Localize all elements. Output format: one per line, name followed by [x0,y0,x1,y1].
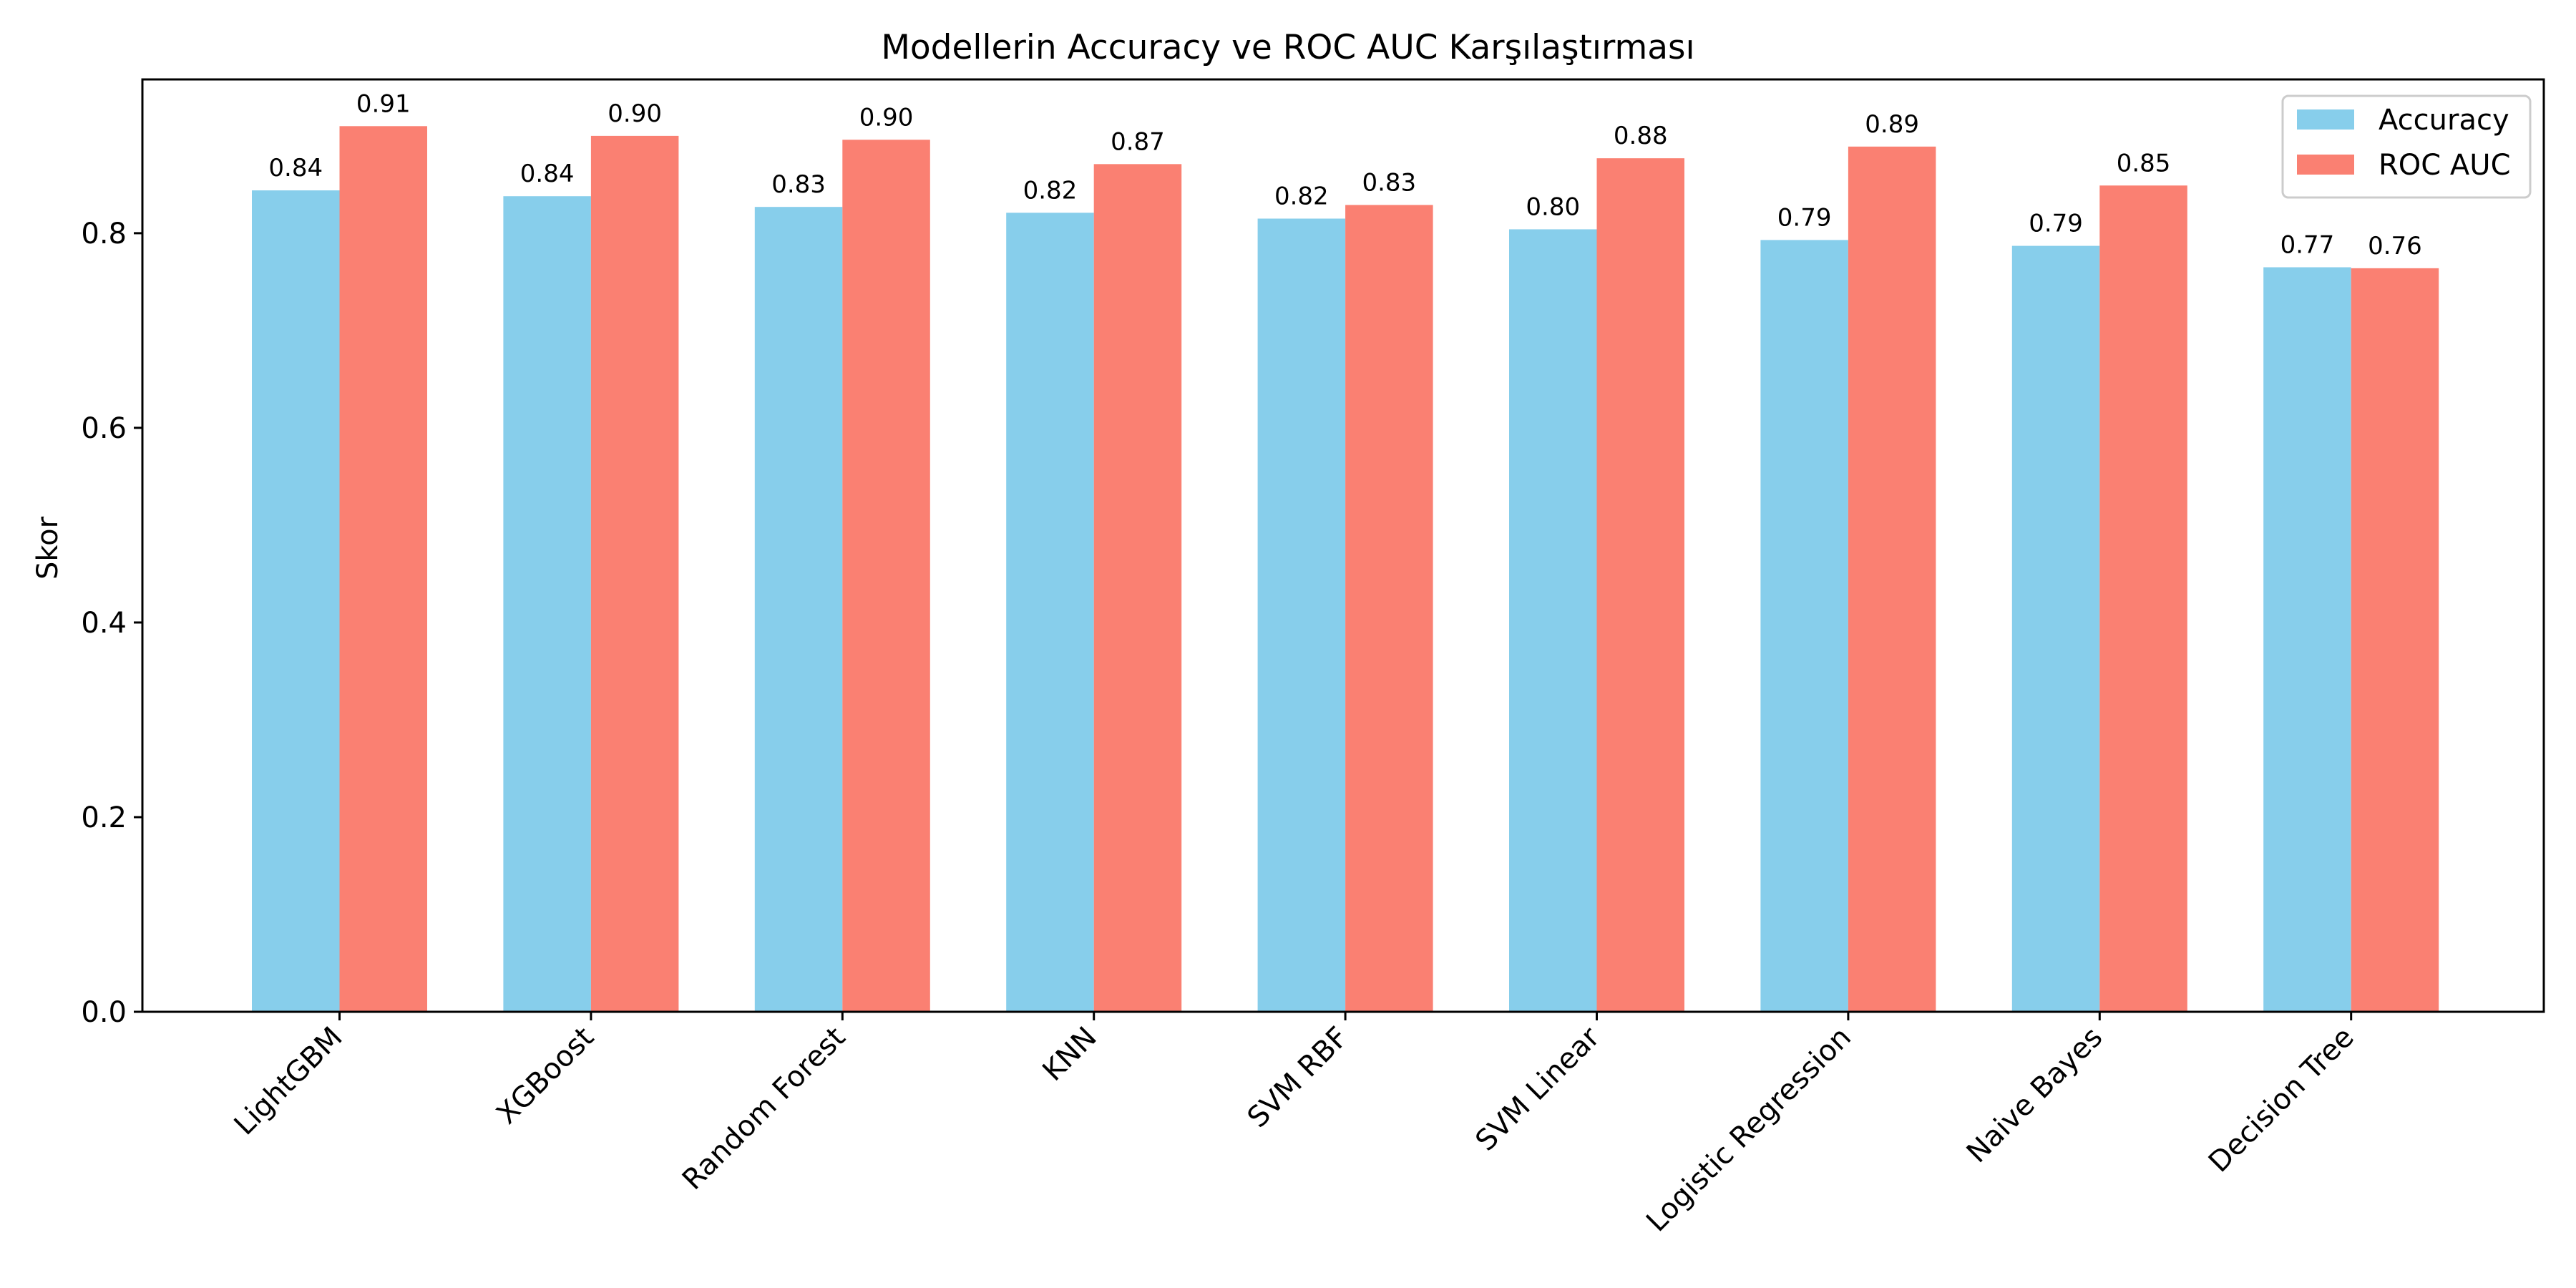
bar-roc-auc-svm-linear [1596,158,1684,1012]
y-tick-label: 0.0 [81,996,127,1029]
bar-accuracy-lightgbm [252,190,340,1012]
bar-accuracy-logistic-regression [1760,240,1848,1012]
x-tick-label-xgboost: XGBoost [490,1021,600,1131]
y-tick-label: 0.2 [81,801,127,834]
bar-accuracy-knn [1006,213,1094,1012]
legend: Accuracy ROC AUC [2281,94,2532,199]
data-label-roc-auc-xgboost: 0.90 [608,99,662,128]
data-label-accuracy-svm-linear: 0.80 [1526,192,1580,221]
x-tick-label-svm-rbf: SVM RBF [1241,1021,1355,1135]
bar-accuracy-naive-bayes [2011,245,2100,1012]
bar-accuracy-random-forest [754,207,843,1013]
plot-frame [141,78,2545,1013]
y-axis-label: Skor [31,516,64,580]
bar-roc-auc-svm-rbf [1345,205,1433,1012]
legend-label-accuracy: Accuracy [2379,104,2509,137]
data-label-accuracy-xgboost: 0.84 [520,160,575,188]
x-tick-label-logistic-regression: Logistic Regression [1640,1021,1858,1239]
data-label-accuracy-svm-rbf: 0.82 [1274,182,1329,210]
data-label-accuracy-decision-tree: 0.77 [2280,231,2335,260]
data-label-accuracy-naive-bayes: 0.79 [2029,210,2083,238]
bar-roc-auc-naive-bayes [2099,185,2187,1012]
bars-layer [252,126,2439,1013]
data-label-roc-auc-svm-rbf: 0.83 [1362,168,1416,197]
chart-title: Modellerin Accuracy ve ROC AUC Karşılaşt… [881,28,1694,67]
bar-accuracy-svm-linear [1509,229,1597,1013]
data-label-accuracy-knn: 0.82 [1023,176,1078,205]
data-label-roc-auc-decision-tree: 0.76 [2368,232,2422,260]
data-label-roc-auc-logistic-regression: 0.89 [1865,110,1919,139]
bar-roc-auc-logistic-regression [1848,146,1936,1013]
data-label-roc-auc-lightgbm: 0.91 [356,89,411,118]
legend-label-roc-auc: ROC AUC [2379,149,2511,182]
data-label-roc-auc-svm-linear: 0.88 [1614,122,1668,150]
bar-accuracy-xgboost [503,196,591,1012]
bar-accuracy-decision-tree [2263,267,2351,1013]
data-label-accuracy-logistic-regression: 0.79 [1777,203,1832,232]
data-label-roc-auc-naive-bayes: 0.85 [2117,149,2171,177]
legend-swatch-roc-auc [2297,155,2354,175]
data-label-accuracy-random-forest: 0.83 [771,170,826,199]
data-labels-layer: 0.84 0.84 0.83 0.82 0.82 0.80 0.79 0.79 0.77 0.91… [268,89,2421,260]
x-axis: LightGBM XGBoost Random Forest KNN SVM RBF SV… [228,1012,2361,1238]
data-label-accuracy-lightgbm: 0.84 [268,154,323,182]
x-tick-label-decision-tree: Decision Tree [2202,1021,2361,1179]
y-tick-label: 0.6 [81,412,127,445]
x-tick-label-naive-bayes: Naive Bayes [1961,1021,2109,1170]
x-tick-label-svm-linear: SVM Linear [1469,1020,1606,1158]
data-label-roc-auc-random-forest: 0.90 [859,103,914,132]
bar-roc-auc-knn [1093,164,1182,1012]
bar-roc-auc-random-forest [842,140,930,1012]
bar-roc-auc-lightgbm [339,126,427,1012]
y-tick-label: 0.8 [81,218,127,250]
y-tick-label: 0.4 [81,607,127,640]
bar-roc-auc-decision-tree [2351,268,2439,1013]
legend-swatch-accuracy [2297,109,2354,130]
bar-roc-auc-xgboost [590,135,679,1013]
data-label-roc-auc-knn: 0.87 [1111,127,1165,156]
bar-accuracy-svm-rbf [1257,218,1346,1012]
x-tick-label-random-forest: Random Forest [676,1021,852,1196]
x-tick-label-knn: KNN [1036,1021,1103,1088]
x-tick-label-lightgbm: LightGBM [228,1021,349,1142]
y-axis: 0.0 0.2 0.4 0.6 0.8 [81,218,142,1029]
